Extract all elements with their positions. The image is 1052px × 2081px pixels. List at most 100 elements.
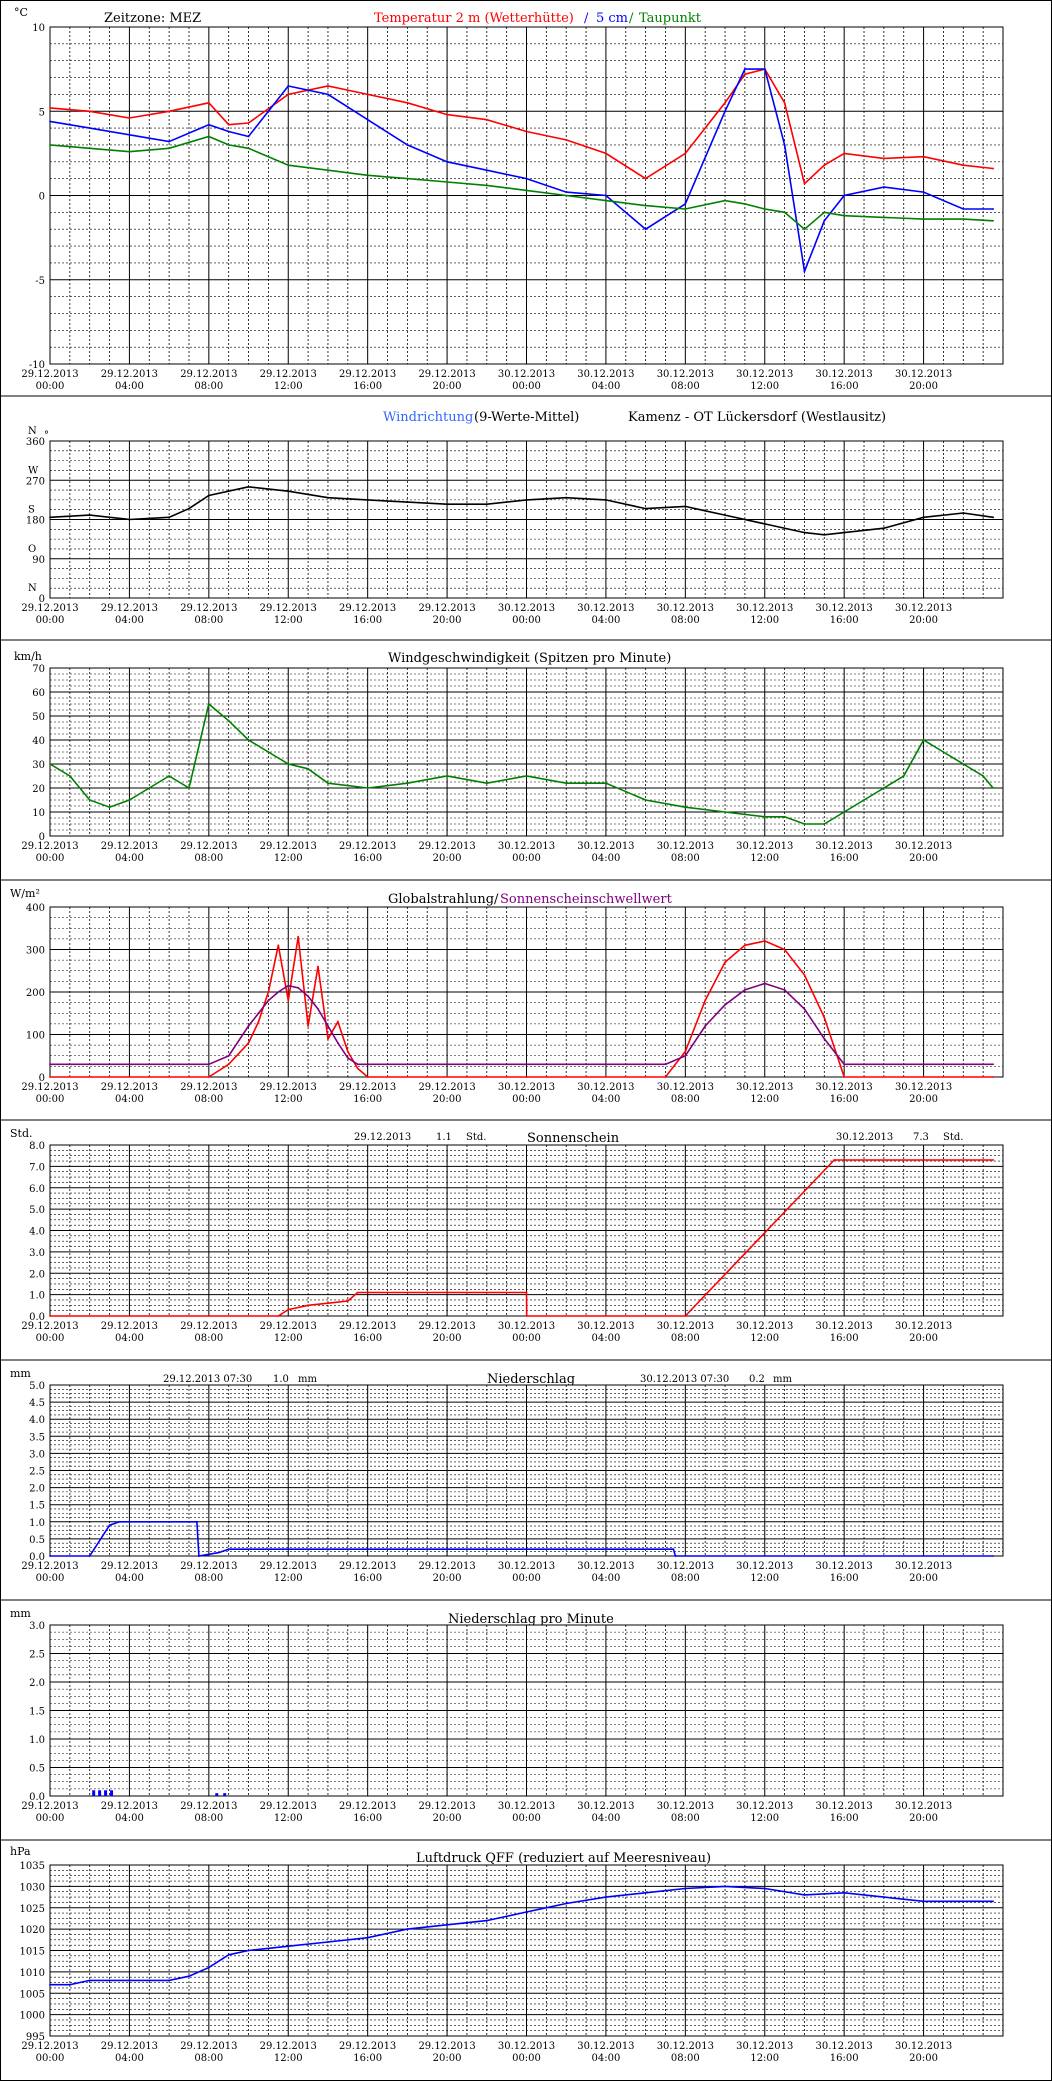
sunshine-day1-unit: Std. [466,1132,486,1143]
data-point [148,787,151,789]
x-tick-date: 30.12.2013 [816,369,873,380]
data-point [128,133,131,136]
x-tick-time: 20:00 [433,2053,462,2064]
data-point [992,516,994,519]
data-point [525,1063,528,1066]
y-tick-label: 270 [26,476,45,487]
data-point [525,130,528,133]
x-tick-date: 30.12.2013 [816,1321,873,1332]
x-tick-time: 00:00 [512,1573,541,1584]
data-point [207,101,210,104]
data-point [724,101,726,104]
y-tick-label: 200 [26,988,45,999]
station-name: Kamenz - OT Lückersdorf (Westlausitz) [628,410,886,425]
data-point [525,1291,528,1294]
x-tick-time: 00:00 [36,853,65,864]
x-tick-date: 30.12.2013 [657,369,714,380]
data-point [992,1900,994,1903]
data-point [882,216,885,219]
data-point [704,509,707,512]
x-tick-date: 29.12.2013 [101,1561,158,1572]
data-point [108,806,111,809]
x-tick-date: 29.12.2013 [180,2041,237,2052]
x-tick-date: 29.12.2013 [21,1082,78,1093]
data-point [882,527,885,530]
data-point [346,1056,349,1059]
data-point [803,1894,806,1896]
data-point [962,164,965,167]
plot-frame [49,1384,1004,1557]
data-point [446,113,448,116]
plot-frame [49,667,1004,837]
data-point [843,152,846,155]
x-tick-date: 30.12.2013 [577,603,634,614]
x-tick-time: 08:00 [671,1813,700,1824]
precip-day2-unit: mm [773,1374,792,1385]
data-point [366,1076,369,1078]
y-tick-label: 3.5 [29,1432,45,1443]
x-tick-date: 30.12.2013 [736,1561,793,1572]
data-point [168,516,171,519]
x-tick-time: 04:00 [592,615,621,626]
data-point [406,101,409,104]
data-point [227,719,230,722]
x-tick-date: 29.12.2013 [418,841,475,852]
x-tick-time: 00:00 [36,1573,65,1584]
data-point [227,1953,230,1956]
y-tick-label: 10 [32,23,45,34]
x-tick-time: 04:00 [115,1813,144,1824]
y-tick-label: 0 [39,832,45,843]
x-tick-date: 29.12.2013 [418,1321,475,1332]
data-point [962,208,965,210]
x-tick-date: 29.12.2013 [180,603,237,614]
x-tick-date: 30.12.2013 [498,2041,555,2052]
x-tick-time: 00:00 [512,853,541,864]
data-point [843,811,846,813]
data-point [743,73,746,76]
radiation-panel: W/m² Globalstrahlung/ Sonnenscheinschwel… [10,887,673,907]
data-point [346,1300,349,1302]
y-tick-label: 2.5 [29,1650,45,1661]
data-point [783,948,786,951]
y-tick-label: 2.0 [29,1269,45,1280]
x-tick-time: 16:00 [353,1094,382,1105]
data-point [922,1900,925,1903]
precip-minute-bar [104,1790,108,1796]
data-point [882,157,885,160]
data-point [366,1936,369,1939]
data-point [485,184,488,187]
data-point [565,138,568,141]
x-tick-time: 08:00 [671,853,700,864]
y-tick-label: 1015 [20,1947,45,1958]
x-tick-time: 20:00 [909,381,938,392]
x-tick-date: 29.12.2013 [339,603,396,614]
x-tick-date: 30.12.2013 [577,369,634,380]
x-tick-time: 08:00 [194,2053,223,2064]
data-point [317,965,319,968]
x-tick-time: 20:00 [909,1573,938,1584]
x-tick-date: 29.12.2013 [101,603,158,614]
y-tick-label: 0.0 [29,1792,45,1803]
data-point [743,68,746,71]
data-point [307,767,310,770]
data-point [485,503,488,506]
y-tick-label: 1.0 [29,1518,45,1529]
x-tick-time: 04:00 [115,1333,144,1344]
y-tick-label: 5.0 [29,1205,45,1216]
y-tick-label: 0.5 [29,1535,45,1546]
x-tick-date: 29.12.2013 [101,1082,158,1093]
data-point [743,944,746,947]
x-tick-time: 16:00 [353,2053,382,2064]
data-point [783,988,786,991]
data-point [922,516,925,519]
x-tick-time: 20:00 [433,853,462,864]
x-tick-date: 29.12.2013 [101,369,158,380]
x-tick-time: 20:00 [433,381,462,392]
data-point [882,1896,885,1898]
precip-minute-bar [92,1790,96,1796]
data-point [823,219,826,222]
precip-day2-value: 0.2 [749,1374,765,1385]
x-tick-time: 12:00 [750,1333,779,1344]
data-point [724,961,726,964]
y-tick-label: 995 [26,2032,45,2043]
